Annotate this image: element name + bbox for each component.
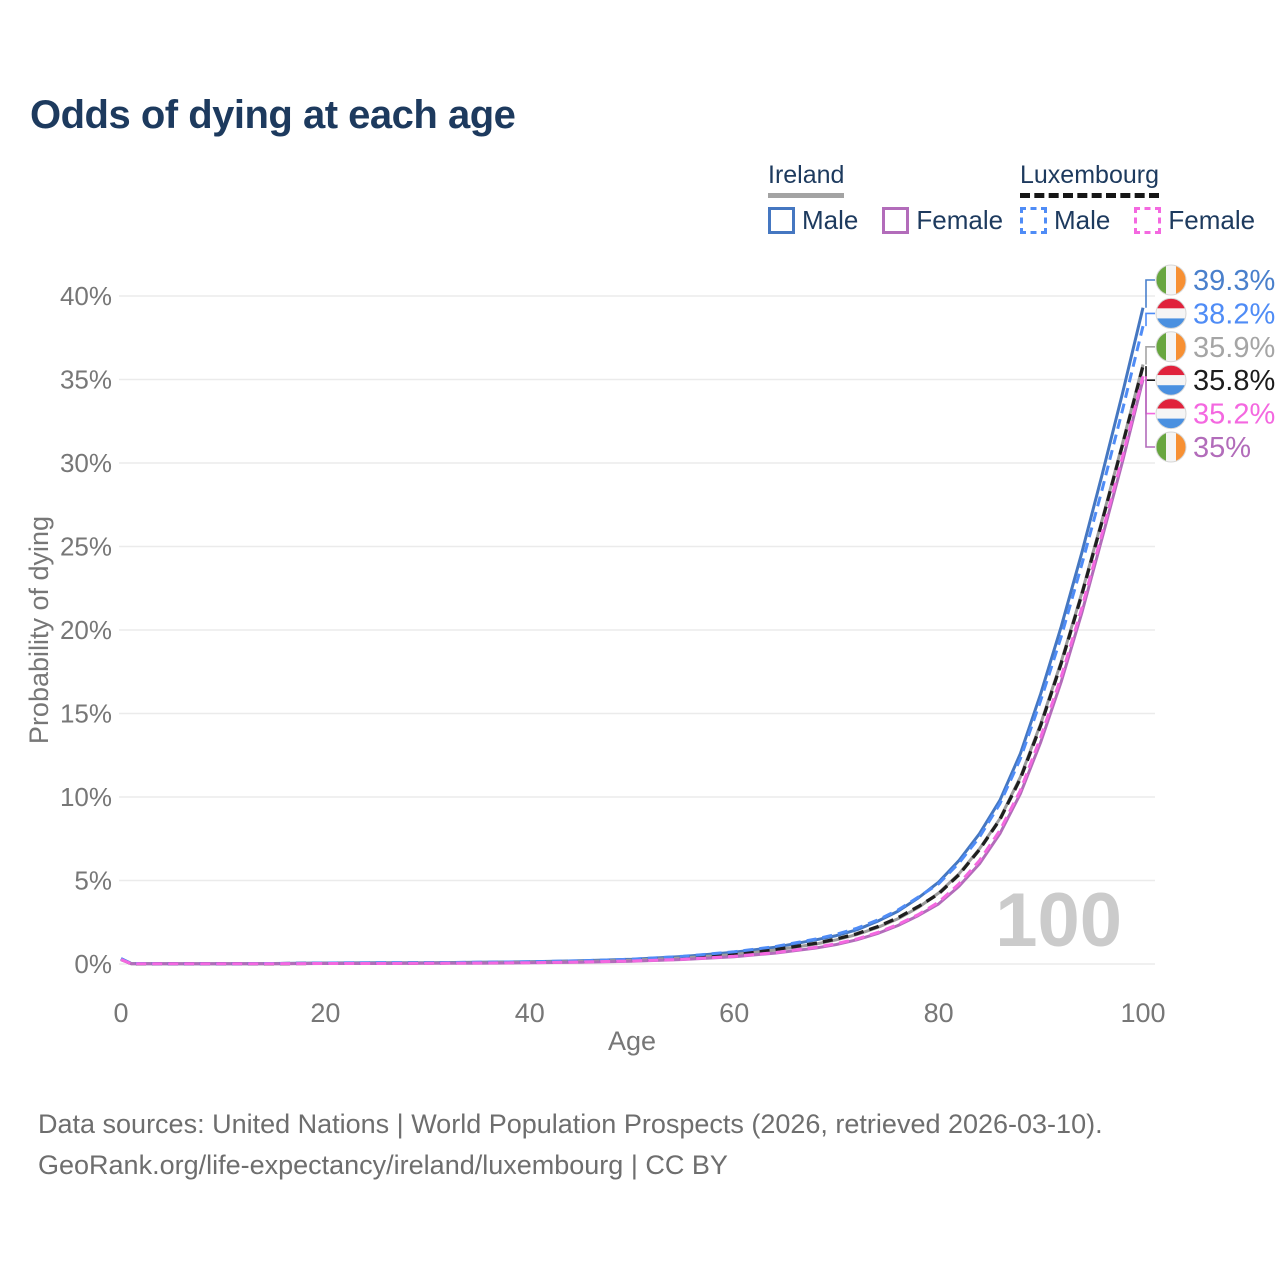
legend-group-ireland: Ireland Male Female [768,161,1003,236]
x-tick-label: 20 [310,998,340,1028]
legend-header-ireland[interactable]: Ireland [768,161,845,198]
end-value-label-ireland-male: 39.3% [1193,265,1275,297]
y-axis-title: Probability of dying [24,516,54,744]
series-line-luxembourg-male[interactable] [120,325,1145,966]
legend-label-ireland-male: Male [802,205,859,235]
y-tick-label: 35% [60,365,112,395]
legend-header-luxembourg[interactable]: Luxembourg [1020,161,1159,198]
luxembourg-flag-icon [1156,398,1186,429]
legend-item-luxembourg-female[interactable]: Female [1134,205,1255,236]
legend-label-ireland-female: Female [916,205,1004,235]
series-line-luxembourg-total[interactable] [120,365,1145,966]
y-tick-label: 15% [60,699,112,729]
y-tick-label: 20% [60,615,112,645]
end-value-label-luxembourg-male: 38.2% [1193,298,1275,330]
flag-ring [1155,364,1187,396]
y-tick-label: 30% [60,448,112,478]
footer: Data sources: United Nations | World Pop… [38,1104,1103,1186]
x-tick-label: 80 [924,998,954,1028]
flag-ring [1155,264,1187,296]
legend-item-ireland-female[interactable]: Female [882,205,1003,236]
y-tick-label: 25% [60,532,112,562]
x-tick-label: 60 [719,998,749,1028]
legend-item-ireland-male[interactable]: Male [768,205,858,236]
end-value-label-luxembourg-female: 35.2% [1193,399,1275,431]
ireland-flag-icon [1156,432,1186,462]
series-line-ireland-male[interactable] [120,307,1145,966]
legend-swatch-luxembourg-male [1020,207,1047,234]
series-line-ireland-female[interactable] [120,379,1145,966]
luxembourg-flag-icon [1156,298,1186,329]
y-tick-label: 0% [74,949,112,979]
end-label-connector-ireland-female [1145,379,1155,448]
end-label-connector-luxembourg-female [1145,376,1155,415]
series-line-luxembourg-female[interactable] [120,375,1145,966]
ireland-flag-icon [1156,265,1186,295]
x-tick-label: 40 [515,998,545,1028]
x-axis-title: Age [608,1026,656,1056]
end-label-connector-ireland-total [1145,346,1155,365]
y-tick-label: 40% [60,281,112,311]
legend-swatch-ireland-male [768,207,795,234]
legend-group-luxembourg: Luxembourg Male Female [1020,161,1255,236]
series-line-ireland-total[interactable] [120,364,1145,966]
flag-ring [1155,297,1187,329]
chart-title: Odds of dying at each age [30,93,516,137]
legend-label-luxembourg-female: Female [1168,205,1256,235]
y-tick-label: 10% [60,782,112,812]
hover-age-watermark: 100 [995,878,1122,963]
end-value-label-ireland-female: 35% [1193,432,1251,464]
legend-swatch-luxembourg-female [1134,207,1162,234]
flag-ring [1155,431,1187,463]
end-label-connector-ireland-male [1145,279,1155,308]
end-value-label-ireland-total: 35.9% [1193,332,1275,364]
legend-label-luxembourg-male: Male [1054,205,1111,235]
end-label-connector-luxembourg-male [1145,312,1155,327]
x-tick-label: 0 [113,998,128,1028]
legend-item-luxembourg-male[interactable]: Male [1020,205,1110,236]
footer-sources: Data sources: United Nations | World Pop… [38,1109,1103,1139]
end-value-label-luxembourg-total: 35.8% [1193,365,1275,397]
y-tick-label: 5% [74,866,112,896]
end-label-connector-luxembourg-total [1145,366,1155,381]
flag-ring [1155,331,1187,363]
footer-attribution: GeoRank.org/life-expectancy/ireland/luxe… [38,1150,728,1180]
x-tick-label: 100 [1120,998,1165,1028]
legend-swatch-ireland-female [882,207,910,234]
luxembourg-flag-icon [1156,365,1186,396]
flag-ring [1155,398,1187,430]
ireland-flag-icon [1156,331,1186,362]
